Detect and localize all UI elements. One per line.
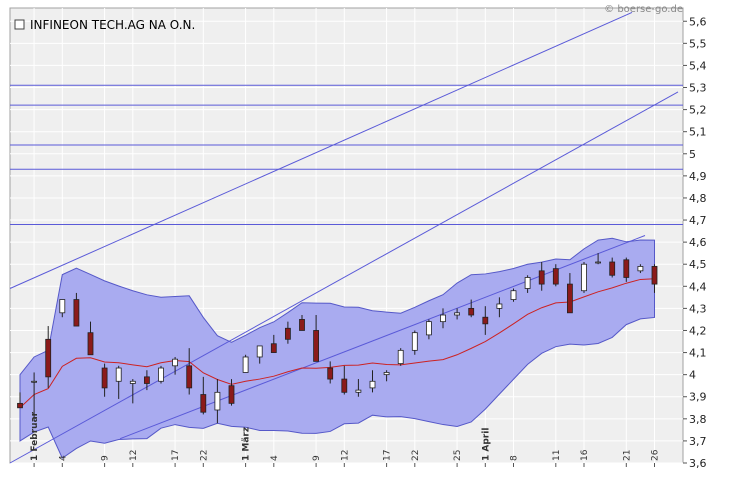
- candle-body: [45, 338, 52, 378]
- candle-body: [158, 367, 164, 382]
- x-tick-label: 1 März: [242, 427, 252, 461]
- x-tick-label: 9: [312, 455, 322, 461]
- candle-body: [172, 358, 179, 367]
- candle-body: [284, 327, 291, 340]
- y-tick-label: 4: [689, 369, 696, 382]
- candle-body: [242, 356, 249, 373]
- y-tick-label: 5,2: [689, 104, 707, 117]
- candle-body: [200, 394, 207, 413]
- y-tick-label: 4,6: [689, 236, 707, 249]
- title-checkbox-icon[interactable]: [14, 19, 25, 30]
- candle-body: [87, 332, 94, 356]
- candle-body: [143, 376, 150, 384]
- y-tick-label: 5,3: [689, 82, 707, 95]
- x-tick-label: 8: [510, 455, 520, 461]
- candle-body: [129, 380, 136, 384]
- candle-body: [115, 367, 122, 382]
- x-axis: 1 Februar 4 9 12 17 22 1 März 4 9 12 17 22 25 1 April…: [30, 411, 661, 467]
- x-tick-label: 1 April: [481, 428, 491, 461]
- y-tick-label: 5,5: [689, 37, 707, 50]
- y-tick-label: 4,5: [689, 258, 707, 271]
- candle-body: [256, 345, 263, 358]
- y-tick-label: 5,4: [689, 59, 707, 72]
- y-tick-label: 4,4: [689, 280, 707, 293]
- x-tick-label: 16: [580, 449, 590, 461]
- x-tick-label: 22: [411, 450, 421, 461]
- moving-average: [19, 278, 655, 409]
- candle-body: [595, 261, 601, 264]
- y-tick-label: 5,6: [689, 15, 707, 28]
- x-tick-label: 4: [270, 455, 280, 461]
- candle-body: [327, 367, 334, 380]
- y-tick-label: 4,3: [689, 302, 707, 315]
- x-tick-label: 17: [171, 450, 181, 461]
- candle-body: [313, 330, 320, 362]
- y-tick-label: 4,8: [689, 192, 707, 205]
- candle-body: [510, 290, 517, 300]
- candle-body: [299, 319, 305, 331]
- candle-body: [270, 343, 277, 353]
- candle-body: [31, 380, 38, 383]
- candle-body: [651, 266, 658, 285]
- upper-channel-line: [9, 11, 633, 289]
- x-tick-label: 1 Februar: [30, 411, 40, 461]
- y-tick-label: 5,1: [689, 126, 707, 139]
- x-tick-label: 9: [101, 455, 111, 461]
- candle-body: [214, 391, 221, 411]
- candles: [17, 253, 658, 424]
- main-trend-line: [9, 91, 679, 464]
- candle-body: [397, 349, 404, 365]
- y-axis: 3,6 3,7 3,8 3,9 4 4,1 4,2 4,3 4,4 4,5 4,6 4,7 4,8 4,9…: [683, 15, 707, 470]
- chart-title: INFINEON TECH.AG NA O.N.: [30, 18, 195, 32]
- y-tick-label: 4,9: [689, 170, 707, 183]
- x-tick-label: 11: [552, 450, 562, 461]
- x-tick-label: 22: [199, 450, 209, 461]
- candle-body: [609, 261, 616, 276]
- y-tick-label: 4,1: [689, 347, 707, 360]
- candle-body: [369, 380, 376, 389]
- candle-body: [637, 266, 644, 272]
- y-tick-label: 3,7: [689, 435, 707, 448]
- y-tick-label: 4,7: [689, 214, 707, 227]
- x-tick-label: 12: [340, 450, 350, 461]
- candle-body: [17, 402, 23, 409]
- candle-body: [524, 277, 531, 289]
- moving-average-line: [19, 278, 655, 409]
- x-tick-label: 25: [453, 450, 463, 461]
- y-tick-label: 5: [689, 148, 696, 161]
- candle-body: [623, 259, 630, 278]
- candle-body: [552, 268, 559, 285]
- candle-body: [468, 307, 475, 316]
- x-tick-label: 21: [622, 450, 632, 461]
- candle-body: [186, 365, 193, 389]
- candle-body: [440, 314, 446, 323]
- x-tick-label: 17: [383, 450, 393, 461]
- candle-body: [383, 372, 390, 376]
- candle-body: [538, 270, 545, 285]
- candle-body: [567, 283, 573, 314]
- candle-body: [482, 316, 489, 325]
- candle-body: [411, 332, 418, 351]
- y-tick-label: 3,8: [689, 413, 707, 426]
- candle-body: [101, 367, 108, 389]
- x-tick-label: 4: [58, 455, 68, 461]
- x-tick-label: 12: [129, 450, 139, 461]
- candle-body: [454, 312, 461, 316]
- candle-body: [341, 378, 348, 393]
- horizontal-levels: [10, 84, 683, 225]
- candle-body: [496, 303, 503, 309]
- candle-body: [355, 389, 362, 393]
- candle-body: [425, 321, 432, 336]
- candle-body: [59, 299, 66, 314]
- candle-body: [228, 385, 235, 404]
- y-tick-label: 3,9: [689, 391, 707, 404]
- y-tick-label: 4,2: [689, 324, 707, 337]
- y-tick-label: 3,6: [689, 457, 707, 470]
- copyright-text: © boerse-go.de: [604, 4, 683, 15]
- x-tick-label: 26: [651, 449, 661, 461]
- candle-body: [581, 263, 587, 292]
- candle-body: [73, 299, 80, 327]
